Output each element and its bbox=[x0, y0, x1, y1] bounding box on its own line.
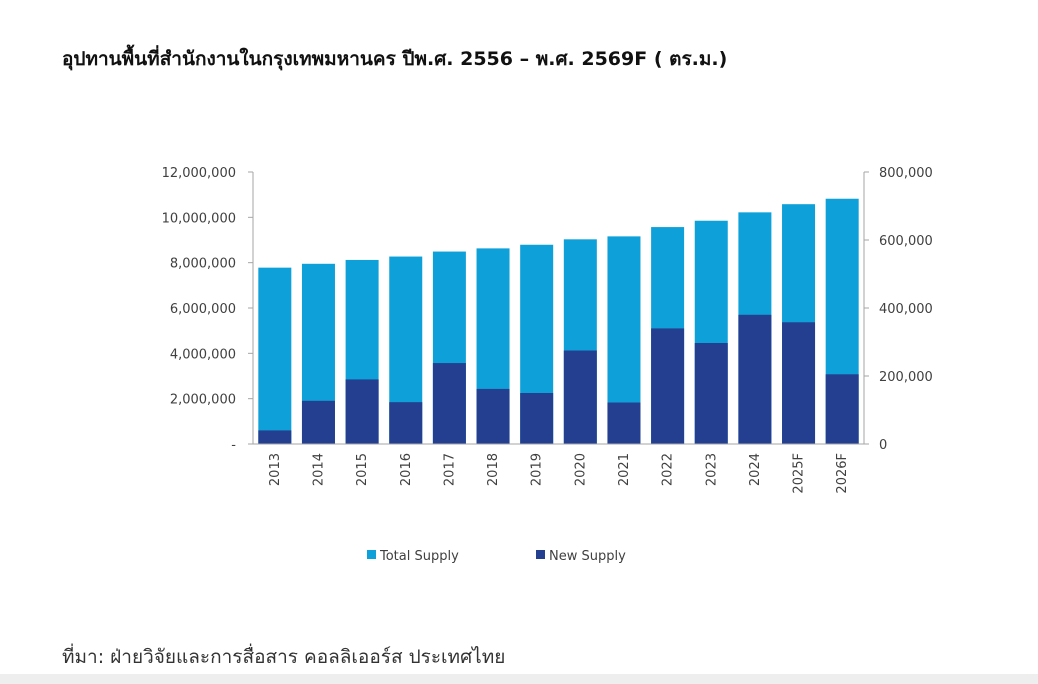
x-tick-label: 2014 bbox=[311, 453, 326, 486]
x-tick-label: 2013 bbox=[268, 453, 283, 486]
y-left-tick-label: 2,000,000 bbox=[170, 393, 236, 408]
bar-new-supply-2014 bbox=[301, 400, 335, 444]
legend-swatch-total-supply bbox=[367, 550, 376, 559]
bar-new-supply-2020 bbox=[563, 350, 597, 444]
bars-group bbox=[258, 198, 859, 444]
x-tick-label: 2025F bbox=[792, 453, 807, 494]
y-left-tick-label: 6,000,000 bbox=[170, 302, 236, 317]
y-right-tick-label: 200,000 bbox=[879, 370, 933, 385]
y-left-tick-label: 8,000,000 bbox=[170, 257, 236, 272]
y-left-tick-label: 12,000,000 bbox=[162, 166, 236, 181]
x-tick-label: 2015 bbox=[355, 453, 370, 486]
bar-new-supply-2018 bbox=[476, 388, 510, 444]
y-right-tick-label: 400,000 bbox=[879, 302, 933, 317]
axes-group: 2013 2014 2015 2016 2017 2018 2019 2020 2021 2022… bbox=[162, 166, 933, 494]
x-tick-label: 2016 bbox=[399, 453, 414, 486]
bar-new-supply-2024 bbox=[738, 314, 772, 444]
x-tick-label: 2023 bbox=[704, 453, 719, 486]
x-tick-label: 2021 bbox=[617, 453, 632, 486]
x-tick-label: 2020 bbox=[573, 453, 588, 486]
x-tick-label: 2017 bbox=[442, 453, 457, 486]
legend-label: New Supply bbox=[549, 549, 626, 564]
x-tick-label: 2018 bbox=[486, 453, 501, 486]
bar-new-supply-2017 bbox=[432, 363, 466, 444]
legend-swatch-new-supply bbox=[536, 550, 545, 559]
source-note: ที่มา: ฝ่ายวิจัยและการสื่อสาร คอลลิเออร์… bbox=[62, 646, 506, 668]
bar-new-supply-2026f bbox=[825, 374, 859, 444]
x-tick-label: 2026F bbox=[835, 453, 850, 494]
bar-new-supply-2023 bbox=[694, 343, 728, 444]
bar-new-supply-2022 bbox=[651, 328, 685, 444]
bar-new-supply-2025f bbox=[782, 322, 816, 444]
x-tick-label: 2022 bbox=[661, 453, 676, 486]
y-right-tick-label: 800,000 bbox=[879, 166, 933, 181]
x-tick-label: 2024 bbox=[748, 453, 763, 486]
chart-title: อุปทานพื้นที่สำนักงานในกรุงเทพมหานคร ปีพ… bbox=[62, 48, 728, 70]
bottom-strip bbox=[0, 674, 1038, 684]
bar-new-supply-2021 bbox=[607, 402, 641, 444]
x-tick-label: 2019 bbox=[530, 453, 545, 486]
y-left-tick-label: 10,000,000 bbox=[162, 211, 236, 226]
legend: Total Supply New Supply bbox=[367, 549, 626, 564]
y-right-tick-label: 0 bbox=[879, 438, 887, 453]
y-left-tick-label: - bbox=[231, 438, 236, 453]
bar-new-supply-2019 bbox=[520, 393, 554, 444]
y-right-tick-label: 600,000 bbox=[879, 234, 933, 249]
bar-new-supply-2016 bbox=[389, 402, 423, 444]
bar-total-supply-2013 bbox=[258, 267, 292, 444]
bar-new-supply-2013 bbox=[258, 430, 292, 444]
legend-label: Total Supply bbox=[379, 549, 459, 564]
y-left-tick-label: 4,000,000 bbox=[170, 347, 236, 362]
bar-new-supply-2015 bbox=[345, 379, 379, 444]
